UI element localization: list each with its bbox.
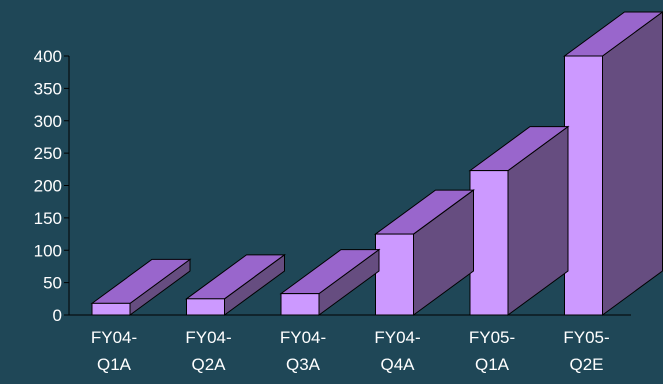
bar-front [91, 302, 131, 316]
bar-3 [279, 248, 381, 316]
bar-side [602, 11, 663, 316]
x-tick-label: FY05-Q1A [469, 328, 515, 374]
y-tick-label: 300 [34, 112, 62, 131]
bar-5 [468, 125, 570, 316]
bars-layer [90, 11, 663, 316]
bar-4 [373, 189, 476, 316]
x-tick-label: FY04-Q3A [280, 328, 326, 374]
y-tick-label: 400 [34, 47, 62, 66]
y-tick-label: 0 [53, 306, 62, 325]
bar-front [469, 170, 509, 316]
bar-front [280, 293, 320, 316]
x-tick-label: FY05-Q2E [563, 328, 609, 374]
bar-6 [562, 11, 663, 316]
y-tick-label: 100 [34, 241, 62, 260]
y-tick-label: 150 [34, 209, 62, 228]
y-tick-label: 200 [34, 177, 62, 196]
y-tick-label: 50 [43, 274, 62, 293]
bar-front [186, 298, 225, 316]
x-tick-label: FY04-Q1A [91, 328, 137, 374]
x-tick-labels: FY04-Q1A FY04-Q2A FY04-Q3A FY04-Q4A FY05-Q1A… [91, 328, 610, 374]
y-tick-label: 250 [34, 144, 62, 163]
x-tick-label: FY04-Q2A [185, 328, 231, 374]
x-tick-label: FY04-Q4A [374, 328, 420, 374]
bar-front [564, 55, 603, 316]
bar-1 [90, 258, 192, 316]
y-tick-label: 350 [34, 79, 62, 98]
bar-2 [184, 253, 287, 316]
y-tick-labels: 0 50 100 150 200 250 300 350 400 [34, 47, 69, 325]
bar-front [375, 233, 414, 316]
